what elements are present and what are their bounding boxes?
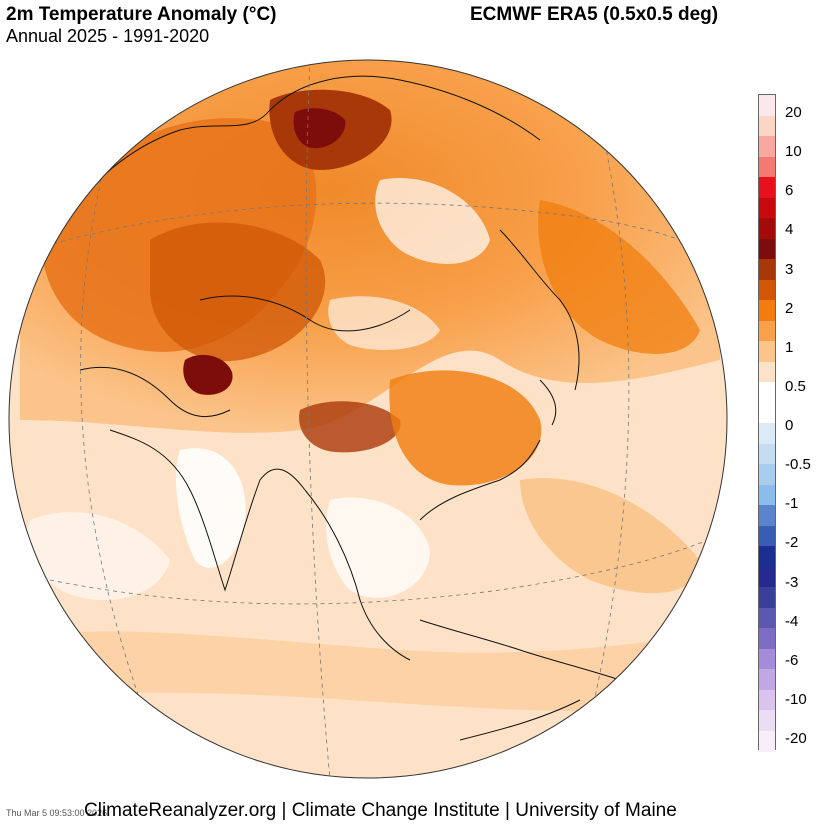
anomaly-region-india-cool [175, 448, 246, 568]
page-subtitle: Annual 2025 - 1991-2020 [6, 26, 210, 46]
colorbar-tick-label: 0.5 [785, 377, 806, 395]
anomaly-region-tibet [299, 401, 401, 453]
colorbar-segment [759, 443, 775, 465]
colorbar-segment [759, 95, 775, 116]
colorbar-segment [759, 464, 775, 485]
anomaly-region-pacific-warm [538, 200, 700, 354]
colorbar-segment [759, 505, 775, 526]
colorbar-tick-label: -20 [785, 730, 807, 747]
colorbar-segment [759, 136, 775, 157]
colorbar-tick-label: -3 [785, 573, 799, 591]
colorbar-segment [759, 300, 775, 321]
colorbar-tick-label: -2 [785, 534, 799, 552]
anomaly-region-central-asia [150, 222, 326, 362]
colorbar-segment [759, 423, 775, 444]
anomaly-region-pacific-east [520, 478, 700, 594]
colorbar-segment [759, 689, 775, 711]
colorbar-segment [759, 484, 775, 506]
timestamp: Thu Mar 5 09:53:00 2026 [6, 808, 108, 818]
colorbar-segment [759, 382, 775, 403]
anomaly-region-arctic-core [293, 108, 346, 149]
colorbar-segment [759, 566, 775, 588]
colorbar-segment [759, 710, 775, 731]
colorbar-segment [759, 361, 775, 383]
colorbar-segment [759, 115, 775, 137]
colorbar-segment [759, 279, 775, 301]
colorbar-segment [759, 402, 775, 424]
colorbar-segment [759, 546, 775, 567]
colorbar-tick-label: -10 [785, 690, 807, 708]
colorbar-tick-label: 3 [785, 260, 794, 278]
colorbar-segment [759, 730, 775, 752]
colorbar-tick-label: 6 [785, 182, 794, 200]
anomaly-region-china [389, 370, 542, 486]
colorbar-segment [759, 669, 775, 690]
colorbar-tick-label: -6 [785, 651, 799, 669]
page-title: 2m Temperature Anomaly (°C) [6, 4, 277, 25]
colorbar-tick-label: 0 [785, 417, 794, 434]
colorbar-segment [759, 525, 775, 547]
colorbar-segment [759, 177, 775, 198]
colorbar-tick-label: 4 [785, 221, 794, 239]
globe-outline [8, 59, 728, 779]
colorbar-segment [759, 259, 775, 280]
anomaly-region-south-band [9, 620, 727, 712]
colorbar-segment [759, 648, 775, 670]
colorbar-segment [759, 320, 775, 342]
colorbar-tick-label: 1 [785, 338, 794, 356]
colorbar-segment [759, 156, 775, 178]
colorbar-segment [759, 587, 775, 608]
colorbar-segment [759, 238, 775, 260]
colorbar-tick-label: 20 [785, 104, 802, 121]
colorbar-tick-label: -4 [785, 612, 799, 630]
anomaly-region-pamir [183, 354, 233, 395]
colorbar-segment [759, 218, 775, 239]
colorbar [758, 94, 776, 752]
dataset-label: ECMWF ERA5 (0.5x0.5 deg) [470, 4, 719, 25]
colorbar-segment [759, 628, 775, 649]
anomaly-region-indian-ocean-cool [26, 512, 170, 600]
colorbar-segment [759, 197, 775, 219]
colorbar-tick-label: 10 [785, 143, 802, 161]
colorbar-tick-label: -0.5 [785, 456, 811, 474]
colorbar-tick-label: 2 [785, 299, 794, 317]
colorbar-tick-label: -1 [785, 495, 799, 513]
footer-credit: ClimateReanalyzer.org | Climate Change I… [84, 800, 677, 821]
colorbar-segment [759, 341, 775, 362]
colorbar-segment [759, 607, 775, 629]
anomaly-region-siberia-neutral [375, 178, 490, 264]
graticule [29, 60, 727, 778]
coastlines [39, 75, 621, 741]
